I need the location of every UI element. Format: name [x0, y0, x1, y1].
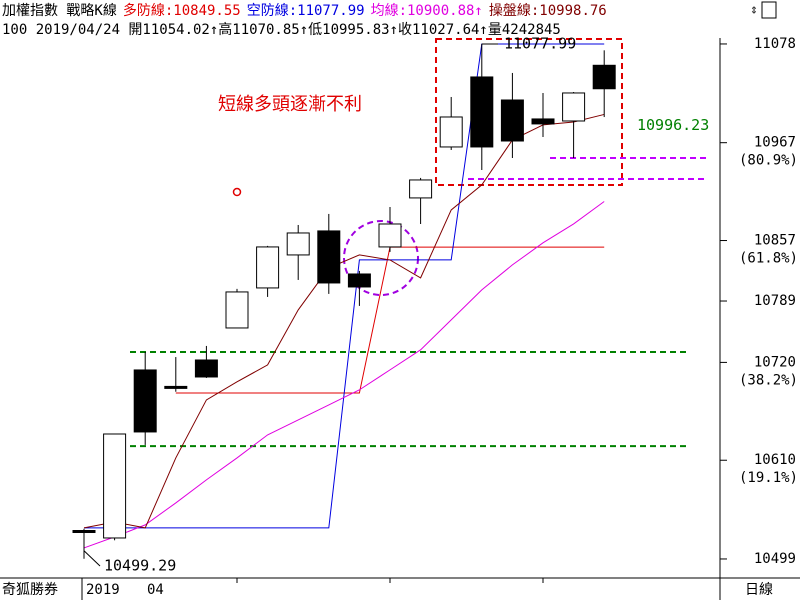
candle-body	[286, 232, 310, 256]
retracement-label: (80.9%)	[739, 153, 798, 169]
candle-body	[317, 230, 341, 284]
price-label: 11077.99	[504, 34, 576, 52]
indicator-line	[84, 43, 605, 529]
retracement-label: (19.1%)	[739, 470, 798, 486]
candle-body	[225, 291, 249, 329]
header-title: 加權指數 戰略K線	[2, 3, 117, 19]
price-label: 10499.29	[104, 557, 176, 575]
candle-body	[256, 246, 280, 289]
candle-body	[347, 273, 371, 288]
candle-body	[164, 385, 188, 389]
y-tick-label: 10857	[754, 233, 796, 249]
candle-body	[194, 359, 218, 378]
brand: 奇狐勝券	[2, 581, 58, 598]
highlight-box	[435, 38, 623, 186]
annotation: 短線多頭逐漸不利	[218, 94, 362, 115]
candle-body	[378, 223, 402, 248]
y-tick-label: 10967	[754, 135, 796, 151]
price-label: 10996.23	[637, 116, 709, 134]
candle-body	[133, 369, 157, 433]
indicators: 多防線:10849.55 空防線:11077.99 均線:10900.88↑ 操盤線:…	[123, 2, 607, 19]
candle-body	[439, 116, 463, 148]
indicator: 均線:10900.88↑	[371, 3, 483, 19]
candle-body	[531, 118, 555, 125]
period[interactable]: 日線	[745, 582, 773, 598]
price-pointer	[83, 550, 101, 567]
scroll-icon[interactable]: ⇕	[750, 3, 758, 18]
y-tick-label: 10610	[754, 452, 796, 468]
y-tick-label: 11078	[754, 36, 796, 52]
month: 04	[147, 582, 164, 598]
candle-body	[562, 92, 586, 122]
candle-body	[103, 433, 127, 539]
indicator-line	[83, 201, 605, 549]
candle-body	[500, 99, 524, 142]
header-line: 加權指數 戰略K線 多防線:10849.55 空防線:11077.99 均線:1090…	[2, 2, 607, 19]
indicator: 空防線:11077.99	[247, 3, 365, 19]
candle-body	[470, 76, 494, 148]
highlight-circle	[343, 220, 419, 296]
retracement-label: (38.2%)	[739, 372, 798, 388]
candle-body	[592, 64, 616, 90]
year: 2019	[86, 582, 120, 598]
y-tick-label: 10499	[754, 551, 796, 567]
indicator: 操盤線:10998.76	[489, 3, 607, 19]
candle-body	[409, 179, 433, 199]
quote: 100 2019/04/24 開11054.02↑高11070.85↑低1099…	[2, 21, 561, 38]
retracement-label: (61.8%)	[739, 251, 798, 267]
y-tick-label: 10720	[754, 354, 796, 370]
signal-marker	[232, 187, 242, 197]
y-tick-label: 10789	[754, 293, 796, 309]
candle-body	[72, 530, 96, 534]
icon-box[interactable]	[761, 1, 777, 19]
indicator: 多防線:10849.55	[123, 2, 241, 19]
